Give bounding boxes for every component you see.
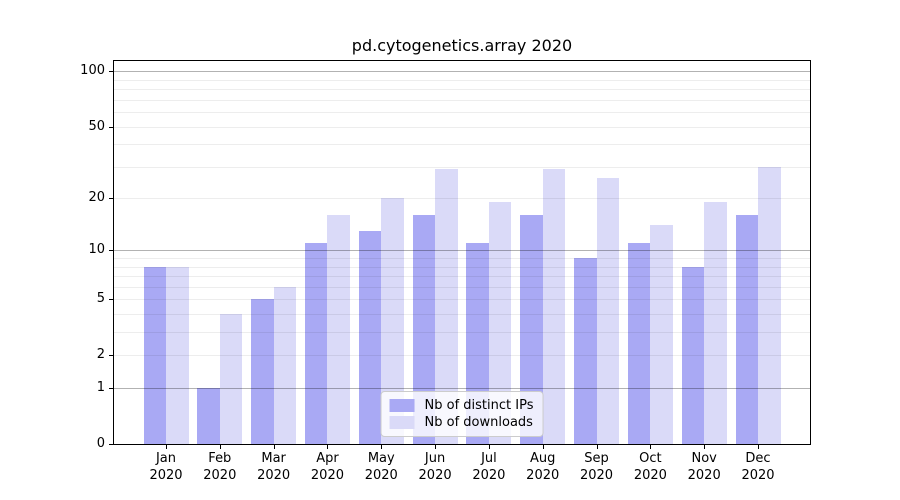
y-tick-0	[109, 444, 113, 445]
y-tick-label-2: 2	[96, 347, 105, 363]
x-tick-aug	[542, 445, 544, 449]
y-tick-label-10: 10	[88, 242, 105, 258]
y-tick-20	[109, 198, 113, 200]
y-tick-label-1: 1	[96, 380, 105, 396]
y-tick-label-0: 0	[96, 436, 105, 451]
chart-title: pd.cytogenetics.array 2020	[351, 36, 573, 55]
x-tick-label-apr: Apr 2020	[310, 451, 344, 483]
minor-gridline-7	[114, 276, 810, 278]
bar-distinct-ips-jan	[143, 266, 166, 444]
x-tick-may	[381, 445, 383, 449]
bar-downloads-aug	[542, 169, 566, 444]
legend-label-distinct-ips: Nb of distinct IPs	[424, 398, 534, 413]
major-gridline-1	[114, 388, 810, 390]
bar-downloads-oct	[650, 225, 673, 444]
bar-distinct-ips-nov	[681, 266, 705, 444]
bar-downloads-dec	[758, 166, 781, 444]
x-tick-nov	[704, 445, 706, 449]
bar-distinct-ips-apr	[304, 243, 328, 444]
minor-gridline-70	[114, 99, 810, 101]
y-tick-label-20: 20	[88, 190, 105, 206]
x-tick-label-aug: Aug 2020	[526, 451, 560, 483]
x-tick-oct	[650, 445, 652, 449]
x-tick-sep	[596, 445, 598, 449]
y-tick-1	[109, 388, 113, 390]
y-tick-50	[109, 126, 113, 128]
bar-distinct-ips-may	[358, 230, 382, 444]
x-tick-jul	[488, 445, 490, 449]
x-tick-label-mar: Mar 2020	[257, 451, 291, 483]
x-tick-label-feb: Feb 2020	[203, 451, 237, 483]
x-tick-label-dec: Dec 2020	[741, 451, 775, 483]
legend-swatch-distinct-ips	[389, 399, 415, 412]
minor-gridline-6	[114, 286, 810, 288]
x-tick-label-sep: Sep 2020	[579, 451, 614, 483]
minor-gridline-30	[114, 166, 810, 168]
bar-distinct-ips-aug	[520, 215, 543, 444]
bar-distinct-ips-dec	[735, 215, 758, 444]
bar-distinct-ips-jun	[412, 215, 436, 444]
x-tick-label-jan: Jan 2020	[149, 451, 183, 483]
minor-gridline-40	[114, 144, 810, 146]
minor-gridline-9	[114, 258, 810, 260]
x-tick-dec	[758, 445, 759, 449]
major-gridline-10	[114, 250, 810, 252]
x-tick-jan	[166, 445, 167, 449]
y-tick-label-5: 5	[96, 291, 105, 307]
bar-downloads-jul	[488, 202, 512, 444]
bar-downloads-feb	[219, 314, 243, 444]
bar-distinct-ips-oct	[627, 243, 651, 444]
x-tick-jun	[435, 445, 437, 449]
bar-downloads-nov	[704, 202, 727, 444]
bar-downloads-may	[381, 198, 404, 444]
minor-gridline-8	[114, 266, 810, 268]
bar-distinct-ips-mar	[251, 299, 274, 444]
plot-area: Nb of distinct IPs Nb of downloads	[113, 60, 811, 445]
bar-downloads-apr	[327, 215, 350, 444]
x-tick-feb	[219, 445, 221, 449]
x-tick-label-nov: Nov 2020	[687, 451, 721, 483]
legend-swatch-downloads	[389, 416, 415, 429]
minor-gridline-80	[114, 89, 810, 91]
minor-gridline-20	[114, 198, 810, 200]
bar-downloads-jun	[435, 169, 458, 444]
x-tick-mar	[273, 445, 275, 449]
minor-gridline-50	[114, 126, 810, 128]
minor-gridline-5	[114, 299, 810, 301]
y-tick-10	[109, 250, 113, 252]
bar-distinct-ips-sep	[574, 258, 597, 444]
bar-downloads-sep	[596, 177, 620, 444]
minor-gridline-60	[114, 112, 810, 114]
y-tick-100	[109, 71, 113, 73]
legend-item-distinct-ips: Nb of distinct IPs	[389, 397, 534, 414]
x-tick-label-jul: Jul 2020	[472, 451, 506, 483]
bar-downloads-mar	[273, 286, 297, 444]
major-gridline-100	[114, 71, 810, 73]
y-tick-5	[109, 299, 113, 301]
y-tick-2	[109, 355, 113, 357]
bar-downloads-jan	[166, 266, 189, 444]
minor-gridline-2	[114, 355, 810, 357]
bar-distinct-ips-feb	[197, 388, 220, 444]
x-tick-label-oct: Oct 2020	[633, 451, 667, 483]
minor-gridline-4	[114, 314, 810, 316]
y-tick-label-100: 100	[80, 63, 105, 79]
legend-label-downloads: Nb of downloads	[424, 415, 533, 430]
legend: Nb of distinct IPs Nb of downloads	[380, 391, 544, 437]
y-tick-label-50: 50	[88, 118, 105, 134]
x-tick-label-may: May 2020	[364, 451, 398, 483]
minor-gridline-3	[114, 332, 810, 334]
legend-item-downloads: Nb of downloads	[389, 414, 534, 431]
minor-gridline-90	[114, 79, 810, 81]
x-tick-apr	[327, 445, 329, 449]
x-tick-label-jun: Jun 2020	[418, 451, 452, 483]
